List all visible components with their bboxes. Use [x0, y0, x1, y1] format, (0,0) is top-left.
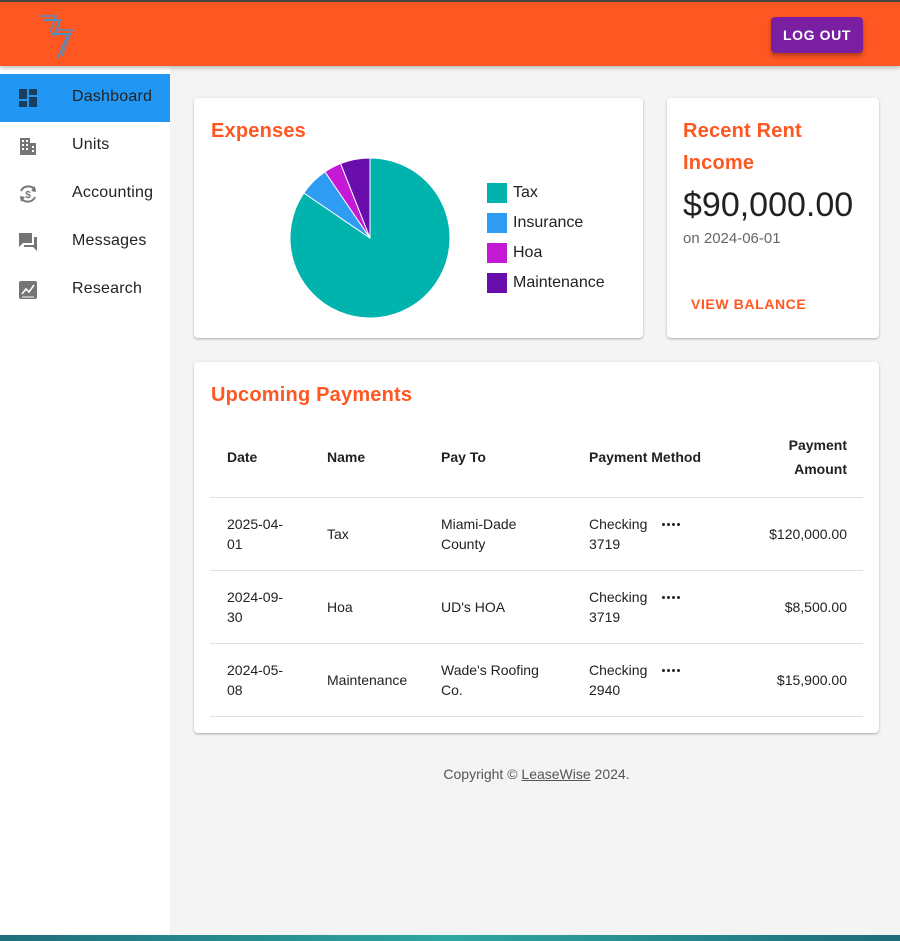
legend-swatch — [487, 213, 507, 233]
cell-date: 2025-04- 01 — [227, 516, 284, 552]
cell-date: 2024-05- 08 — [227, 662, 284, 698]
cell-date: 2024-09- 30 — [227, 589, 284, 625]
upcoming-payments-title: Upcoming Payments — [211, 384, 413, 406]
app-bar: LOG OUT — [0, 0, 900, 66]
cell-name: Maintenance — [327, 672, 408, 688]
column-header-amount-line2: Amount — [794, 461, 847, 477]
cell-payment-method: Checking 3719 — [589, 589, 648, 625]
cell-pay-to: Miami-Dade County — [441, 516, 517, 552]
pie-slice-maintenance[interactable] — [339, 157, 371, 239]
expenses-title: Expenses — [211, 120, 306, 142]
legend-swatch — [487, 243, 507, 263]
cell-name: Hoa — [327, 599, 353, 615]
sidebar-item-research[interactable]: Research — [0, 266, 170, 314]
cell-payment-method: Checking 2940 — [589, 662, 648, 698]
row-divider — [210, 643, 863, 644]
expenses-pie-chart — [289, 157, 451, 319]
column-header-date[interactable]: Date — [227, 449, 258, 465]
building-icon — [17, 135, 39, 157]
column-header-pay-to[interactable]: Pay To — [441, 449, 486, 465]
legend-label: Maintenance — [513, 274, 605, 291]
chat-icon — [17, 231, 39, 253]
legend-label: Tax — [513, 184, 538, 201]
cell-pay-to: UD's HOA — [441, 599, 506, 615]
sidebar-item-label: Units — [72, 136, 110, 153]
legend-item-hoa: Hoa — [487, 242, 542, 264]
leasewise-logo-icon[interactable] — [36, 10, 76, 60]
bottom-edge-strip — [0, 935, 900, 941]
sidebar-item-messages[interactable]: Messages — [0, 218, 170, 266]
dashboard-icon — [17, 87, 39, 109]
cell-payment-amount: $8,500.00 — [784, 599, 847, 615]
cell-payment-method: Checking 3719 — [589, 516, 648, 552]
chart-line-icon — [17, 279, 39, 301]
legend-item-insurance: Insurance — [487, 212, 583, 234]
cell-payment-amount: $15,900.00 — [776, 672, 847, 688]
legend-item-tax: Tax — [487, 182, 538, 204]
rent-income-card — [667, 98, 879, 338]
sidebar-item-label: Accounting — [72, 184, 154, 201]
more-options-icon[interactable] — [660, 519, 682, 529]
footer-copyright: Copyright © LeaseWise 2024. — [443, 766, 630, 782]
sidebar-item-label: Dashboard — [72, 88, 153, 105]
upcoming-payments-card — [194, 362, 879, 733]
sidebar-item-units[interactable]: Units — [0, 122, 170, 170]
footer-leasewise-link[interactable]: LeaseWise — [521, 766, 591, 782]
sidebar-item-label: Research — [72, 280, 143, 297]
view-balance-button[interactable]: VIEW BALANCE — [691, 296, 807, 312]
svg-text:$: $ — [25, 190, 31, 201]
column-header-payment-method[interactable]: Payment Method — [589, 449, 702, 465]
legend-label: Hoa — [513, 244, 543, 261]
legend-swatch — [487, 273, 507, 293]
cell-payment-amount: $120,000.00 — [769, 526, 847, 542]
column-header-name[interactable]: Name — [327, 449, 366, 465]
legend-swatch — [487, 183, 507, 203]
more-options-icon[interactable] — [660, 665, 682, 675]
cell-name: Tax — [327, 526, 349, 542]
row-divider — [210, 570, 863, 571]
header-divider — [210, 497, 863, 498]
logout-button[interactable]: LOG OUT — [771, 17, 863, 53]
sidebar-item-label: Messages — [72, 232, 147, 249]
more-options-icon[interactable] — [660, 592, 682, 602]
cell-pay-to: Wade's Roofing Co. — [441, 662, 539, 698]
rent-income-title-line1: Recent Rent — [683, 120, 802, 142]
dollar-refresh-icon: $ — [17, 183, 39, 205]
column-header-amount-line1: Payment — [788, 437, 847, 453]
sidebar-item-dashboard[interactable]: Dashboard — [0, 74, 170, 122]
sidebar-item-accounting[interactable]: $ Accounting — [0, 170, 170, 218]
legend-item-maintenance: Maintenance — [487, 272, 605, 294]
rent-income-amount: $90,000.00 — [683, 186, 854, 224]
row-divider — [210, 716, 863, 717]
rent-income-date: on 2024-06-01 — [683, 230, 781, 247]
rent-income-title-line2: Income — [683, 152, 755, 174]
column-header-payment-amount[interactable]: Payment Amount — [747, 433, 847, 481]
legend-label: Insurance — [513, 214, 584, 231]
sidebar: Dashboard Units — [0, 66, 170, 935]
